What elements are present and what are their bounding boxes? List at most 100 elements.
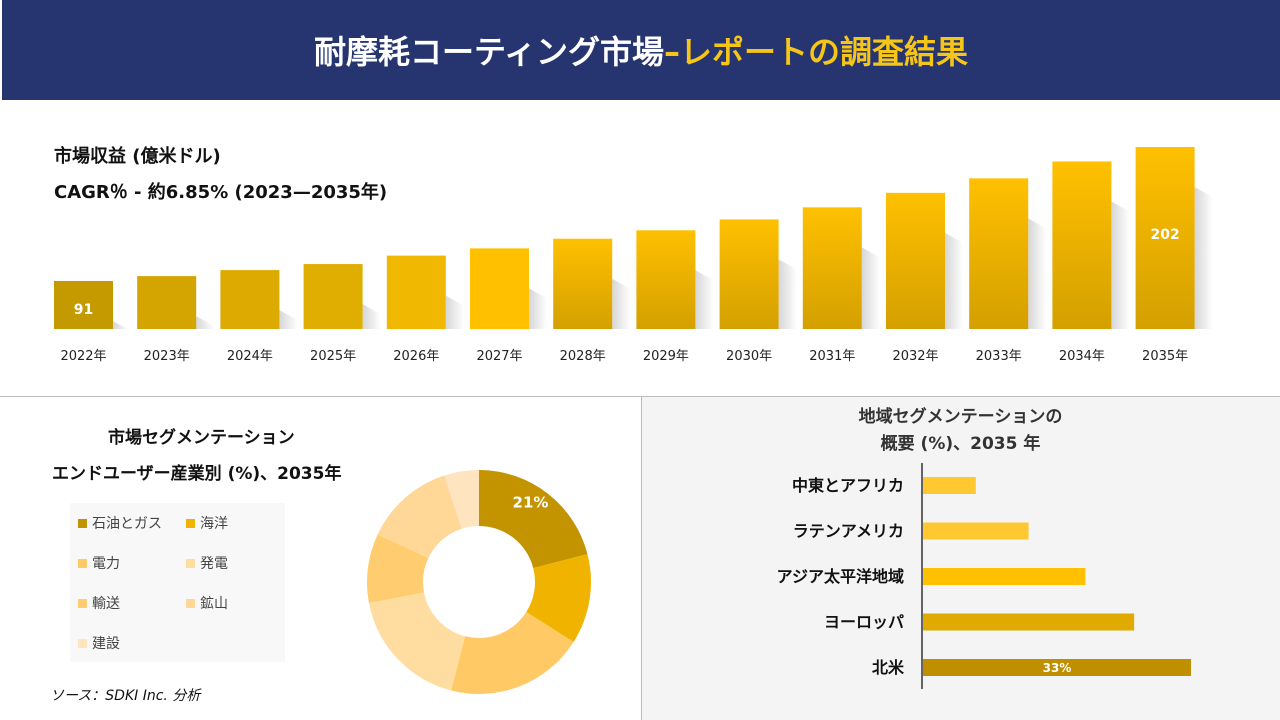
bar-data-label: 202 <box>1150 227 1179 243</box>
bar-shadow <box>113 320 131 331</box>
source-note: ソース：SDKI Inc. 分析 <box>50 688 201 704</box>
x-tick-label: 2030年 <box>726 349 772 364</box>
bar-shadow <box>1028 218 1047 329</box>
donut-slice <box>368 592 466 691</box>
revenue-bar <box>386 255 446 329</box>
legend-label: 海洋 <box>200 516 228 532</box>
bar-shadow <box>279 310 298 329</box>
bar-data-label: 91 <box>74 302 93 318</box>
slice-data-label: 21% <box>513 494 549 512</box>
title-accent: –レポートの調査結果 <box>664 33 969 71</box>
donut-slice <box>444 470 479 529</box>
bar-shadow <box>861 247 880 329</box>
bar-shadow <box>1194 186 1213 329</box>
region-bar <box>923 477 976 494</box>
end-user-donut-chart: 21% <box>367 470 591 694</box>
x-tick-label: 2025年 <box>310 349 356 364</box>
x-tick-label: 2023年 <box>144 349 190 364</box>
title-main: 耐摩耗コーティング市場 <box>313 33 665 71</box>
x-tick-label: 2031年 <box>809 349 855 364</box>
legend-label: 建設 <box>92 636 120 652</box>
revenue-bar <box>1135 146 1195 329</box>
cagr-text: CAGR％ - 約6.85% (2023—2035年) <box>54 182 388 203</box>
x-tick-label: 2026年 <box>393 349 439 364</box>
donut-slice <box>377 475 462 559</box>
revenue-bar <box>886 192 945 329</box>
divider <box>0 396 1280 397</box>
legend-label: 鉱山 <box>200 596 228 612</box>
legend-label: 発電 <box>200 556 228 572</box>
legend-label: 石油とガス <box>92 516 162 532</box>
legend-item: 鉱山 <box>186 593 228 613</box>
revenue-title: 市場収益 (億米ドル) <box>54 146 221 167</box>
legend-swatch <box>78 598 87 608</box>
revenue-bar <box>802 207 862 329</box>
region-title: 地域セグメンテーションの 概要 (%)、2035 年 <box>641 404 1280 458</box>
region-label: 中東とアフリカ <box>792 476 904 495</box>
x-tick-label: 2029年 <box>643 349 689 364</box>
x-tick-label: 2027年 <box>476 349 522 364</box>
legend-swatch <box>78 638 87 648</box>
x-tick-label: 2032年 <box>892 349 938 364</box>
region-bar <box>923 659 1191 676</box>
bar-shadow <box>945 232 963 329</box>
bar-shadow <box>196 316 215 329</box>
region-title-line2: 概要 (%)、2035 年 <box>880 434 1041 454</box>
revenue-bar <box>303 264 363 329</box>
region-bar <box>923 613 1135 631</box>
donut-slice <box>367 534 429 603</box>
donut-slice <box>526 554 591 643</box>
revenue-bar <box>137 276 197 329</box>
x-tick-label: 2024年 <box>227 349 273 364</box>
donut-slice <box>479 470 588 569</box>
bar-shadow <box>529 288 547 329</box>
revenue-bar <box>54 280 113 329</box>
region-bar <box>923 568 1086 585</box>
donut-slice <box>451 612 574 694</box>
region-title-line1: 地域セグメンテーションの <box>858 407 1063 427</box>
header-banner: 耐摩耗コーティング市場 –レポートの調査結果 <box>2 0 1280 100</box>
legend-label: 輸送 <box>92 596 120 612</box>
x-tick-label: 2028年 <box>560 349 606 364</box>
legend-item: 輸送 <box>78 593 120 613</box>
x-tick-label: 2022年 <box>60 349 106 364</box>
legend-item: 海洋 <box>186 513 228 533</box>
bar-shadow <box>778 259 797 329</box>
legend-item: 建設 <box>78 633 120 653</box>
region-label: 北米 <box>872 658 905 677</box>
revenue-bar <box>470 248 529 329</box>
region-label: ヨーロッパ <box>824 613 904 632</box>
bar-shadow <box>695 270 714 329</box>
legend-swatch <box>186 598 195 608</box>
donut-legend: 石油とガス 海洋電力 発電輸送 鉱山建設 <box>70 503 285 662</box>
bar-shadow <box>362 304 381 329</box>
x-tick-label: 2033年 <box>976 349 1022 364</box>
region-label: アジア太平洋地域 <box>777 567 904 586</box>
segment-subtitle: エンドユーザー産業別 (%)、2035年 <box>52 464 342 484</box>
legend-item: 石油とガス <box>78 513 162 533</box>
legend-swatch <box>78 518 87 528</box>
revenue-bar <box>553 238 613 329</box>
legend-swatch <box>186 558 195 568</box>
bar-data-label: 33% <box>1043 661 1072 675</box>
revenue-bar <box>636 230 696 329</box>
legend-swatch <box>186 518 195 528</box>
revenue-bar <box>969 178 1029 329</box>
bar-shadow <box>612 278 631 329</box>
revenue-bar <box>220 270 280 329</box>
x-tick-label: 2035年 <box>1142 349 1188 364</box>
segment-title: 市場セグメンテーション <box>108 428 295 448</box>
region-label: ラテンアメリカ <box>793 522 904 541</box>
bar-shadow <box>1111 201 1130 329</box>
legend-item: 発電 <box>186 553 228 573</box>
revenue-bar <box>719 219 779 329</box>
x-tick-label: 2034年 <box>1059 349 1105 364</box>
legend-swatch <box>78 558 87 568</box>
legend-label: 電力 <box>92 556 120 572</box>
revenue-bar-chart: 2022年 91 2023年 2024年 2025年 2026年 2027年 2028年 202… <box>54 146 1213 364</box>
bar-shadow <box>445 295 464 329</box>
region-bar <box>923 522 1029 540</box>
revenue-bar <box>1052 161 1112 329</box>
legend-item: 電力 <box>78 553 120 573</box>
